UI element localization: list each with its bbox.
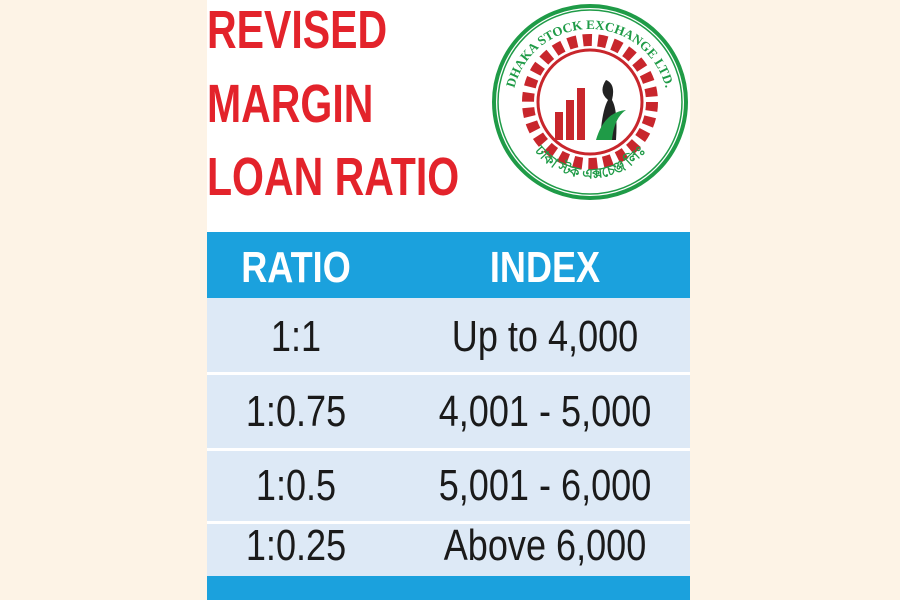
- column-header: RATIO: [241, 243, 351, 292]
- logo-gear: [522, 34, 658, 170]
- logo-bar: [566, 100, 574, 140]
- table-header-bg: [207, 232, 690, 298]
- logo-bar: [555, 112, 563, 140]
- logo-ring: [497, 9, 683, 195]
- title-line: REVISED: [207, 1, 387, 61]
- logo-bar: [577, 88, 585, 140]
- logo-leaf: [596, 110, 626, 140]
- table-cell: 1:1: [271, 312, 321, 361]
- title-line: LOAN RATIO: [207, 148, 459, 208]
- table-cell: 1:0.5: [256, 461, 336, 510]
- table-footer-bg: [207, 576, 690, 600]
- row-bg: [207, 375, 690, 448]
- table-cell: 5,001 - 6,000: [439, 461, 652, 510]
- title-line: MARGIN: [207, 75, 373, 135]
- logo: DHAKA STOCK EXCHANGE LTD. ঢাকা স্টক এক্স…: [492, 4, 688, 200]
- table-cell: 1:0.25: [246, 521, 346, 570]
- row-bg: [207, 524, 690, 576]
- column-header: INDEX: [490, 243, 600, 292]
- row-bg: [207, 298, 690, 372]
- table-cell: 1:0.75: [246, 387, 346, 436]
- table-cell: 4,001 - 5,000: [439, 387, 652, 436]
- logo-inner: [536, 48, 644, 156]
- table-cell: Above 6,000: [444, 521, 647, 570]
- table-cell: Up to 4,000: [452, 312, 638, 361]
- row-bg: [207, 451, 690, 521]
